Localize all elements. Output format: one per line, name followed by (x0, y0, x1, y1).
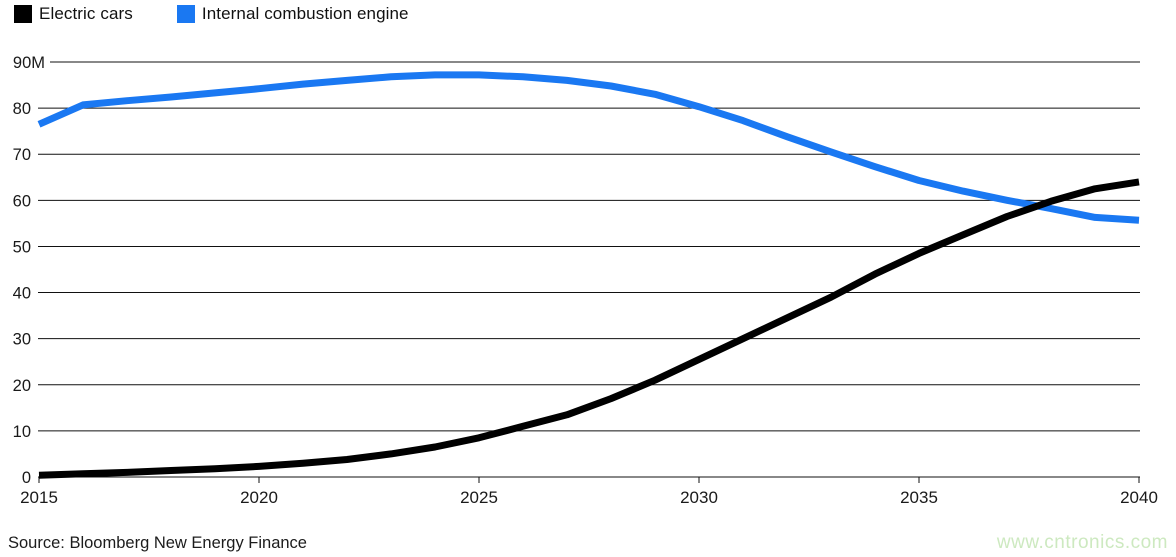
watermark-text: www.cntronics.com (996, 532, 1168, 553)
x-axis-tick-label: 2020 (240, 488, 278, 507)
x-axis-tick-label: 2015 (20, 488, 58, 507)
source-attribution: Source: Bloomberg New Energy Finance (8, 534, 307, 552)
legend-label: Internal combustion engine (201, 4, 409, 23)
y-axis-tick-label: 40 (13, 285, 31, 303)
x-axis-tick-label: 2040 (1120, 488, 1158, 507)
y-axis-tick-label: 60 (13, 192, 31, 210)
series-line-electric-cars (38, 178, 1140, 479)
blue-square-swatch-icon (176, 5, 195, 23)
x-axis-tick-label: 2035 (900, 488, 938, 507)
y-axis-tick-label: 50 (13, 238, 31, 256)
y-axis-tick-label: 20 (13, 377, 31, 395)
y-axis-tick-label: 0 (22, 469, 31, 487)
chart-legend: Electric cars Internal combustion engine (14, 2, 453, 26)
legend-item-electric-cars: Electric cars (14, 4, 133, 24)
y-axis-tick-label: 70 (13, 146, 31, 164)
legend-label: Electric cars (39, 4, 133, 23)
black-square-swatch-icon (14, 5, 32, 23)
y-axis-tick-label: 30 (13, 331, 31, 349)
x-axis-tick-label: 2025 (460, 488, 498, 507)
y-axis-tick-label: 90M (13, 54, 45, 72)
legend-item-internal-combustion: Internal combustion engine (176, 4, 409, 24)
y-axis-tick-label: 80 (13, 100, 31, 118)
series-line-internal-combustion-engine (37, 71, 1140, 224)
y-axis-tick-label: 10 (13, 423, 31, 441)
x-axis-tick-label: 2030 (680, 488, 718, 507)
